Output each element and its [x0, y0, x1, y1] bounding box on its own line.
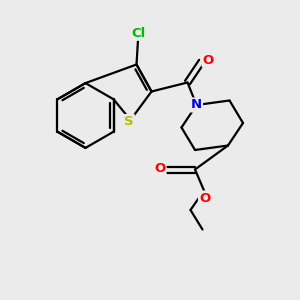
Text: S: S: [124, 115, 134, 128]
Text: Cl: Cl: [131, 27, 145, 40]
Text: O: O: [154, 162, 166, 176]
Text: O: O: [199, 191, 210, 205]
Text: N: N: [191, 98, 202, 112]
Text: O: O: [202, 53, 214, 67]
